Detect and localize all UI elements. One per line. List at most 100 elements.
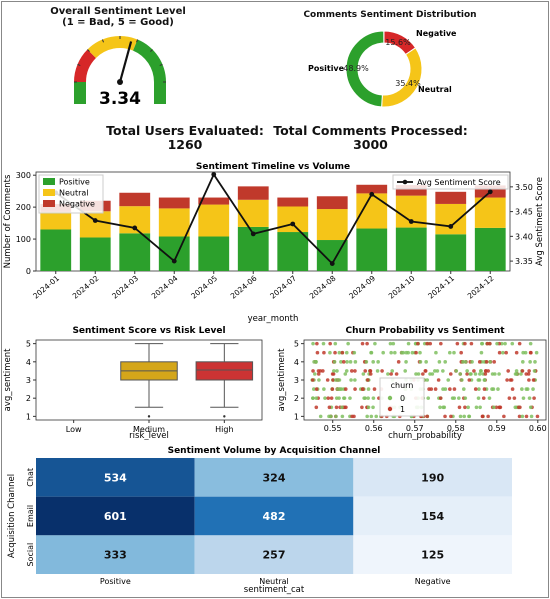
scatter-point-churn-0	[416, 372, 421, 376]
scatter-point-churn-0	[441, 405, 446, 410]
scatter-chart: Churn Probability vs Sentiment 1 2 3 4 5 0.55 0…	[277, 326, 547, 440]
heatmap-cell	[36, 496, 195, 536]
heatmap-cell-value: 333	[104, 549, 127, 562]
scatter-point-churn-1	[344, 405, 348, 410]
y-tick-label: 0	[26, 267, 31, 276]
scatter-point-churn-0	[425, 378, 430, 382]
scatter-point-churn-1	[314, 405, 319, 410]
y-tick-label: 1	[26, 412, 31, 421]
scatter-point-churn-0	[528, 405, 533, 410]
timeline-xlabel: year_month	[248, 314, 299, 324]
legend-swatch-positive	[43, 178, 55, 185]
scatter-point-churn-0	[342, 396, 347, 400]
scatter-point-churn-0	[323, 396, 327, 400]
gauge-title-line1: Overall Sentiment Level	[50, 6, 186, 17]
scatter-point-churn-1	[361, 387, 365, 391]
x-tick-label: 2024-06	[229, 273, 259, 300]
y2-tick-label: 3.35	[515, 257, 533, 266]
scatter-point-churn-1	[322, 350, 326, 355]
scatter-point-churn-0	[346, 341, 350, 346]
scatter-point-churn-1	[396, 360, 401, 364]
y-tick-label: 4	[26, 358, 31, 367]
x-tick-label: 2024-08	[308, 273, 338, 300]
scatter-point-churn-0	[414, 372, 418, 376]
scatter-point-churn-1	[389, 372, 393, 376]
donut-label-neutral: Neutral	[418, 85, 452, 94]
donut-label-negative: Negative	[416, 29, 457, 38]
scatter-point-churn-1	[315, 341, 319, 346]
scatter-point-churn-0	[336, 378, 341, 382]
scatter-point-churn-0	[466, 405, 470, 410]
heatmap-col-label: Negative	[415, 577, 451, 586]
scatter-point-churn-1	[529, 350, 533, 355]
scatter-point-churn-0	[345, 360, 349, 364]
x-tick-label: 2024-11	[426, 273, 456, 300]
scatter-legend-label-0: 0	[400, 394, 405, 403]
scatter-point-churn-1	[425, 414, 430, 419]
bar-negative	[198, 197, 230, 205]
gauge-base-left	[74, 82, 86, 104]
scatter-point-churn-1	[494, 405, 499, 410]
scatter-point-churn-0	[441, 387, 445, 391]
scatter-legend-swatch-1	[387, 406, 393, 412]
gauge-title-line2: (1 = Bad, 5 = Good)	[62, 17, 174, 28]
scatter-point-churn-1	[506, 369, 510, 373]
heatmap-cell	[353, 535, 512, 574]
scatter-point-churn-1	[341, 360, 346, 364]
scatter-point-churn-0	[374, 414, 379, 419]
x-tick-label: High	[215, 425, 233, 434]
scatter-point-churn-0	[463, 396, 468, 400]
scatter-point-churn-0	[404, 360, 408, 364]
scatter-point-churn-0	[465, 369, 469, 373]
scatter-point-churn-0	[499, 341, 504, 346]
scatter-point-churn-0	[478, 405, 482, 410]
scatter-point-churn-0	[533, 360, 537, 364]
scatter-point-churn-0	[340, 405, 344, 410]
bar-neutral	[356, 193, 388, 229]
scatter-point-churn-1	[318, 369, 323, 373]
scatter-point-churn-1	[325, 378, 330, 382]
boxplot-chart: Sentiment Score vs Risk Level 1 2 3 4 5 Low Med…	[3, 326, 263, 440]
avg-sentiment-point	[369, 191, 375, 197]
donut-pct-positive: 48.9%	[343, 64, 369, 73]
scatter-point-churn-0	[371, 396, 376, 400]
scatter-point-churn-0	[393, 350, 397, 355]
y-tick-label: 5	[294, 340, 299, 349]
scatter-point-churn-0	[443, 360, 448, 364]
y2-tick-label: 3.45	[515, 208, 533, 217]
heatmap-xlabel: sentiment_cat	[244, 585, 305, 595]
scatter-point-churn-0	[434, 350, 438, 355]
scatter-point-churn-1	[331, 378, 335, 382]
scatter-ylabel: avg_sentiment	[277, 348, 287, 412]
scatter-point-churn-0	[332, 360, 337, 364]
scatter-point-churn-1	[484, 360, 489, 364]
scatter-point-churn-0	[364, 360, 369, 364]
donut-slice-neutral	[381, 47, 423, 108]
gauge-tick	[150, 49, 153, 52]
scatter-point-churn-1	[485, 341, 490, 346]
scatter-point-churn-0	[317, 378, 321, 382]
avg-sentiment-point	[329, 261, 335, 266]
donut-pct-negative: 15.6%	[385, 38, 411, 47]
x-tick-label: 0.60	[529, 424, 547, 433]
avg-sentiment-point	[290, 221, 296, 227]
box-body	[195, 361, 254, 381]
x-tick-label: 0.58	[447, 424, 465, 433]
scatter-point-churn-0	[521, 350, 525, 355]
scatter-point-churn-0	[361, 372, 366, 376]
scatter-point-churn-0	[406, 341, 411, 346]
bar-positive	[79, 237, 111, 271]
donut-title: Comments Sentiment Distribution	[303, 10, 477, 20]
avg-sentiment-point	[132, 225, 138, 231]
scatter-point-churn-0	[476, 378, 481, 382]
heatmap-cell	[194, 458, 354, 497]
y-tick-label: 4	[294, 358, 299, 367]
scatter-point-churn-1	[517, 341, 522, 346]
scatter-point-churn-1	[421, 372, 425, 376]
box-outlier	[147, 415, 151, 418]
scatter-point-churn-1	[311, 369, 315, 373]
scatter-point-churn-1	[436, 378, 441, 382]
heatmap-cell	[353, 458, 512, 497]
gauge-needle	[118, 41, 133, 83]
scatter-point-churn-0	[335, 369, 339, 373]
